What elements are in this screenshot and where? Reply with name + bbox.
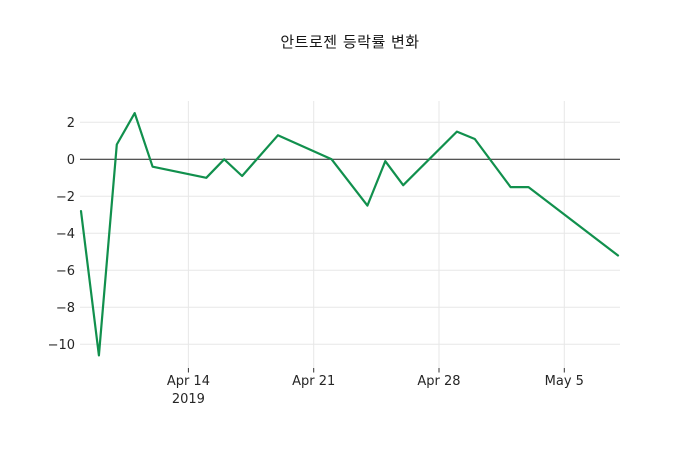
price-change-line <box>79 111 620 357</box>
x-tick-label: Apr 14 <box>167 374 210 389</box>
y-tick-label: −8 <box>56 301 75 316</box>
y-tick-label: −6 <box>56 264 75 279</box>
x-tick-label: May 5 <box>545 374 584 389</box>
y-tick-label: −4 <box>56 227 75 242</box>
y-tick-label: 0 <box>67 153 75 168</box>
chart-title: 안트로젠 등락률 변화 <box>280 33 420 51</box>
y-tick-label: −10 <box>48 338 75 353</box>
year-label: 2019 <box>172 392 205 407</box>
y-tick-label: 2 <box>67 116 75 131</box>
x-tick-label: Apr 21 <box>292 374 335 389</box>
y-tick-label: −2 <box>56 190 75 205</box>
x-tick-label: Apr 28 <box>417 374 460 389</box>
